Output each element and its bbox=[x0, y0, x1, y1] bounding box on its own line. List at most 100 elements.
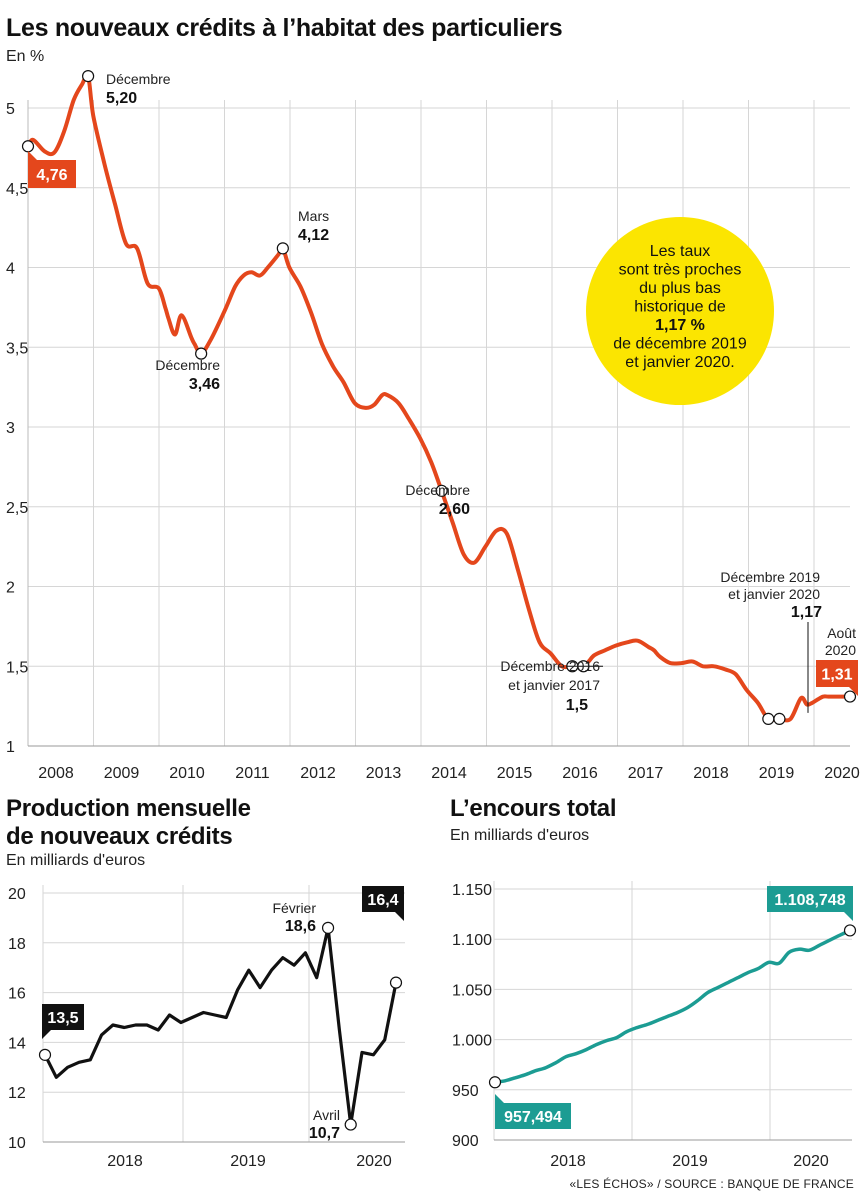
encours-series-line bbox=[494, 928, 851, 1085]
encours-chart-title: L’encours total bbox=[450, 795, 617, 822]
production-series-line bbox=[43, 926, 398, 1127]
y-tick-label: 5 bbox=[6, 101, 15, 118]
annotation-label: Février bbox=[272, 900, 316, 916]
y-tick-label: 14 bbox=[8, 1035, 26, 1052]
point-apr-2020 bbox=[344, 1118, 357, 1131]
info-bubble bbox=[586, 217, 774, 405]
chart-title: Les nouveaux crédits à l’habitat des par… bbox=[6, 14, 563, 42]
bubble-text-line: sont très proches bbox=[619, 262, 742, 279]
y-tick-label: 1.000 bbox=[452, 1033, 492, 1050]
y-tick-label: 2 bbox=[6, 580, 15, 597]
start-value-tag: 957,494 bbox=[504, 1109, 562, 1126]
bubble-text-line: du plus bas bbox=[639, 280, 721, 297]
annotation-value: 4,12 bbox=[298, 227, 329, 244]
point-jan-2020 bbox=[773, 712, 786, 725]
y-tick-label: 1.050 bbox=[452, 982, 492, 999]
y-tick-label: 20 bbox=[8, 886, 26, 903]
x-tick-label: 2019 bbox=[672, 1153, 708, 1170]
x-tick-label: 2019 bbox=[230, 1153, 266, 1170]
start-value-tag-box bbox=[42, 1004, 84, 1030]
production-title-line-1: Production mensuelle bbox=[6, 795, 251, 822]
end-value-tag-pointer bbox=[395, 912, 404, 921]
point-start bbox=[21, 140, 35, 153]
y-tick-label: 2,5 bbox=[6, 500, 28, 517]
end-value-tag: 16,4 bbox=[367, 892, 398, 909]
annotation-label: 2020 bbox=[825, 642, 856, 658]
annotation-value: 5,20 bbox=[106, 90, 137, 107]
y-tick-label: 1,5 bbox=[6, 659, 28, 676]
point-end bbox=[843, 924, 857, 937]
bubble-text-line: et janvier 2020. bbox=[625, 354, 734, 371]
end-value-tag-box bbox=[362, 886, 404, 912]
annotation-label: Avril bbox=[313, 1107, 340, 1123]
point-dec-2019 bbox=[762, 712, 775, 725]
end-value-tag: 1,31 bbox=[821, 667, 852, 684]
x-tick-label: 2018 bbox=[693, 765, 729, 782]
y-tick-label: 18 bbox=[8, 936, 26, 953]
annotation-label: et janvier 2020 bbox=[728, 586, 820, 602]
bubble-text-line: historique de bbox=[634, 299, 726, 316]
point-aug-2020 bbox=[843, 690, 857, 703]
y-tick-label: 1 bbox=[6, 739, 15, 756]
x-tick-label: 2020 bbox=[824, 765, 860, 782]
bubble-highlight: 1,17 % bbox=[655, 317, 705, 334]
annotation-value: 18,6 bbox=[285, 918, 316, 935]
production-chart-title: Production mensuelle de nouveaux crédits bbox=[6, 795, 251, 851]
annotation-label: Décembre bbox=[405, 482, 470, 498]
x-tick-label: 2012 bbox=[300, 765, 336, 782]
start-value-tag-box bbox=[495, 1103, 571, 1129]
annotation-label: Décembre bbox=[155, 357, 220, 373]
y-tick-label: 4,5 bbox=[6, 181, 28, 198]
point-start bbox=[38, 1048, 52, 1061]
annotation-label: Décembre bbox=[106, 71, 171, 87]
x-tick-label: 2018 bbox=[550, 1153, 586, 1170]
annotation-value: 1,5 bbox=[566, 697, 588, 714]
annotation-label: Août bbox=[827, 625, 856, 641]
rate-series-line bbox=[26, 72, 852, 723]
y-tick-label: 950 bbox=[452, 1083, 479, 1100]
y-tick-label: 16 bbox=[8, 986, 26, 1003]
production-title-line-2: de nouveaux crédits bbox=[6, 823, 233, 850]
x-tick-label: 2015 bbox=[497, 765, 533, 782]
x-tick-label: 2016 bbox=[562, 765, 598, 782]
point-start bbox=[488, 1076, 502, 1089]
x-tick-label: 2020 bbox=[356, 1153, 392, 1170]
annotation-value: 3,46 bbox=[189, 376, 220, 393]
bubble-text-line: de décembre 2019 bbox=[613, 336, 747, 353]
annotation-label: Mars bbox=[298, 208, 329, 224]
y-tick-label: 3,5 bbox=[6, 340, 28, 357]
source-footer: «LES ÉCHOS» / SOURCE : BANQUE DE FRANCE bbox=[569, 1177, 854, 1191]
end-value-tag-box bbox=[816, 660, 858, 687]
point-dec-2014 bbox=[435, 484, 448, 497]
x-tick-label: 2013 bbox=[366, 765, 402, 782]
x-tick-label: 2008 bbox=[38, 765, 74, 782]
annotation-label: et janvier 2017 bbox=[508, 677, 600, 693]
x-tick-label: 2018 bbox=[107, 1153, 143, 1170]
point-dec-2010 bbox=[195, 347, 208, 360]
x-tick-label: 2017 bbox=[628, 765, 664, 782]
start-value-tag: 4,76 bbox=[36, 167, 67, 184]
annotation-value: 2,60 bbox=[439, 501, 470, 518]
y-tick-label: 4 bbox=[6, 261, 15, 278]
end-value-tag-box bbox=[767, 886, 853, 912]
annotation-label: Décembre 2019 bbox=[720, 569, 820, 585]
bubble-text-line: Les taux bbox=[650, 243, 710, 260]
annotation-value: 10,7 bbox=[309, 1125, 340, 1142]
y-tick-label: 900 bbox=[452, 1133, 479, 1150]
chart-unit-label: En % bbox=[6, 48, 45, 65]
x-tick-label: 2011 bbox=[235, 765, 270, 782]
point-end bbox=[389, 976, 403, 989]
y-tick-label: 1.150 bbox=[452, 882, 492, 899]
x-tick-label: 2020 bbox=[793, 1153, 829, 1170]
point-dec-2008 bbox=[82, 69, 95, 83]
y-tick-label: 3 bbox=[6, 420, 15, 437]
end-value-tag-pointer bbox=[844, 912, 853, 921]
start-value-tag-pointer bbox=[495, 1094, 504, 1103]
y-tick-label: 10 bbox=[8, 1135, 26, 1152]
point-mar-2012 bbox=[276, 242, 289, 255]
start-value-tag-box bbox=[28, 160, 76, 188]
end-value-tag: 1.108,748 bbox=[774, 892, 845, 909]
x-tick-label: 2014 bbox=[431, 765, 467, 782]
x-tick-label: 2019 bbox=[759, 765, 795, 782]
